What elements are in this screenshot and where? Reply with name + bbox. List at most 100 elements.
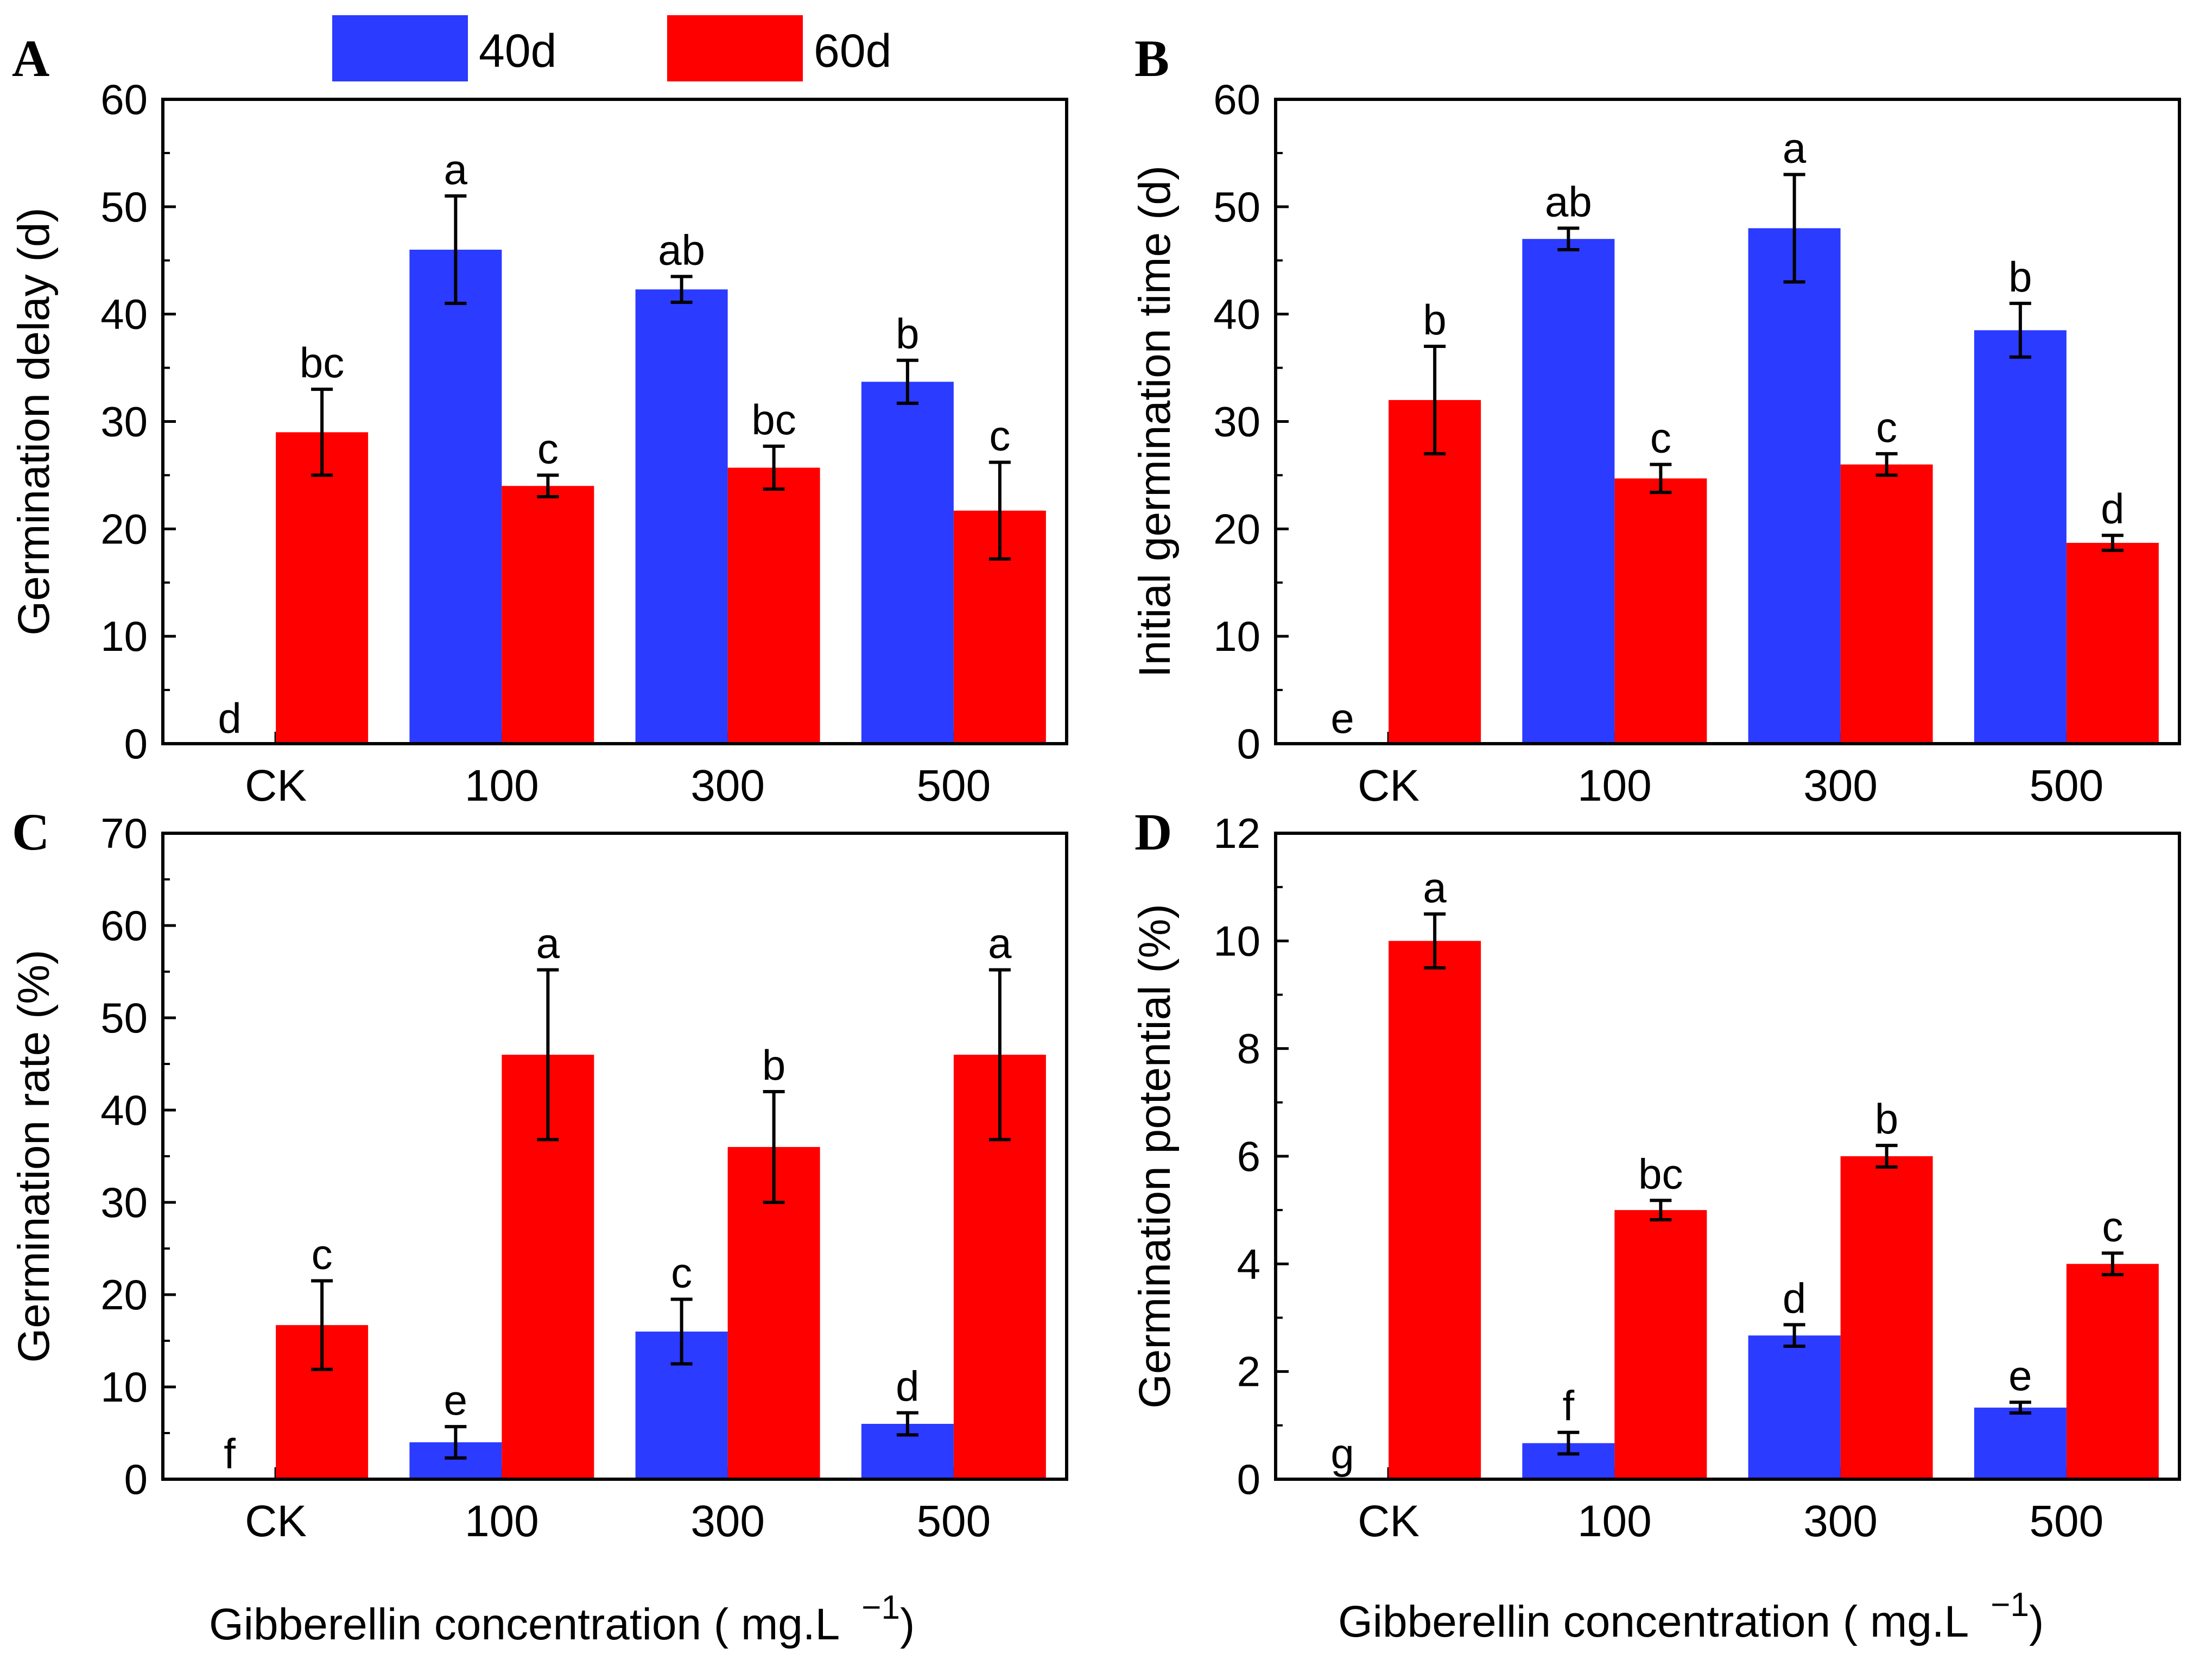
y-tick-label: 20 — [100, 505, 148, 553]
legend-swatch-60d — [667, 15, 803, 81]
y-tick-label: 30 — [100, 398, 148, 446]
y-tick-label: 20 — [100, 1271, 148, 1319]
bar-40d-300 — [1748, 228, 1841, 744]
significance-label: a — [1423, 864, 1447, 911]
significance-label: b — [1875, 1095, 1898, 1143]
x-tick-label: 300 — [1803, 761, 1878, 810]
significance-label: g — [1330, 1430, 1354, 1478]
significance-label: d — [1783, 1274, 1806, 1322]
significance-label: c — [312, 1231, 333, 1278]
y-tick-label: 30 — [1213, 398, 1260, 446]
y-tick-label: 50 — [100, 994, 148, 1042]
y-tick-label: 0 — [1237, 1455, 1260, 1503]
x-tick-label: 300 — [690, 761, 765, 810]
panel-c: C 0 10 20 30 40 50 60 70 Germination rate (%) CKf c… — [9, 803, 1068, 1546]
legend-label-40d: 40d — [479, 25, 557, 77]
x-tick-label: 100 — [465, 761, 539, 810]
x-axis-title: Gibberellin concentration ( mg.L −1) — [209, 1589, 915, 1649]
y-axis-title: Germination delay (d) — [9, 207, 59, 635]
legend: 40d 60d — [332, 15, 892, 81]
bar-40d-100 — [1522, 239, 1615, 744]
bar-40d-500 — [1974, 330, 2067, 744]
plot-frame — [161, 832, 1068, 1481]
y-tick-label: 60 — [100, 75, 148, 123]
x-axis-title-superscript: −1 — [1991, 1586, 2029, 1624]
x-axis-title-text: Gibberellin concentration ( mg.L — [209, 1600, 840, 1649]
plot-frame — [1274, 98, 2181, 745]
plot-frame — [1274, 832, 2181, 1481]
x-tick-label: 100 — [1577, 761, 1652, 810]
y-tick-label: 40 — [1213, 290, 1260, 338]
x-tick-label: 300 — [1803, 1497, 1878, 1546]
y-tick-label: 0 — [124, 720, 148, 768]
x-tick-label: 500 — [2029, 761, 2103, 810]
significance-label: ab — [658, 226, 705, 274]
y-tick-label: 4 — [1237, 1240, 1260, 1288]
x-tick-label: 500 — [916, 761, 991, 810]
significance-label: c — [1650, 414, 1671, 462]
y-axis-title: Germination rate (%) — [9, 949, 59, 1363]
bar-40d-300 — [635, 289, 728, 744]
y-tick-label: 0 — [124, 1455, 148, 1503]
panel-letter: B — [1134, 29, 1169, 87]
significance-label: c — [537, 424, 559, 472]
bar-40d-100 — [409, 249, 502, 744]
significance-label: c — [671, 1249, 692, 1297]
y-axis-title: Initial germination time (d) — [1130, 166, 1180, 677]
significance-label: d — [2101, 485, 2124, 533]
significance-label: a — [444, 145, 468, 193]
significance-label: d — [218, 694, 241, 742]
significance-label: c — [989, 412, 1010, 460]
significance-label: a — [1783, 124, 1807, 172]
significance-label: f — [1563, 1382, 1575, 1430]
y-tick-label: 60 — [1213, 75, 1260, 123]
bar-60d-CK — [1389, 941, 1481, 1479]
bar-60d-300 — [727, 467, 820, 744]
x-tick-label: 100 — [465, 1497, 539, 1546]
bar-40d-500 — [861, 382, 954, 744]
y-tick-label: 40 — [100, 290, 148, 338]
significance-label: a — [988, 920, 1012, 967]
y-tick-label: 0 — [1237, 720, 1260, 768]
significance-label: ab — [1545, 178, 1592, 225]
y-tick-label: 40 — [100, 1086, 148, 1134]
legend-label-60d: 60d — [814, 25, 892, 77]
y-tick-label: 50 — [100, 183, 148, 231]
y-tick-label: 12 — [1213, 809, 1260, 857]
x-tick-label: 100 — [1577, 1497, 1652, 1546]
significance-label: b — [896, 310, 919, 358]
x-tick-label: CK — [1358, 761, 1419, 810]
legend-swatch-40d — [332, 15, 468, 81]
bar-60d-500 — [2066, 1264, 2159, 1479]
bar-60d-CK — [276, 432, 369, 744]
bar-40d-300 — [1748, 1335, 1841, 1479]
bar-60d-100 — [502, 486, 594, 744]
bar-40d-500 — [1974, 1408, 2067, 1479]
x-axis-title-close: ) — [2029, 1597, 2044, 1646]
bar-60d-300 — [1840, 464, 1933, 744]
x-tick-label: 300 — [690, 1497, 765, 1546]
bar-60d-300 — [1840, 1156, 1933, 1479]
y-tick-label: 2 — [1237, 1348, 1260, 1396]
y-tick-label: 60 — [100, 902, 148, 949]
x-axis-title-text: Gibberellin concentration ( mg.L — [1338, 1597, 1969, 1646]
significance-label: c — [1876, 403, 1897, 451]
x-tick-label: 500 — [916, 1497, 991, 1546]
significance-label: d — [896, 1363, 919, 1410]
y-tick-label: 10 — [1213, 612, 1260, 660]
y-tick-label: 10 — [100, 612, 148, 660]
y-tick-label: 70 — [100, 809, 148, 857]
bar-60d-100 — [1614, 478, 1707, 744]
panel-letter: D — [1134, 803, 1172, 861]
x-axis-title-close: ) — [900, 1600, 915, 1649]
y-tick-label: 30 — [100, 1178, 148, 1226]
y-axis-title: Germination potential (%) — [1130, 904, 1180, 1409]
y-tick-label: 50 — [1213, 183, 1260, 231]
y-tick-label: 10 — [100, 1363, 148, 1411]
panel-letter: A — [12, 29, 49, 87]
significance-label: e — [444, 1376, 467, 1424]
significance-label: f — [224, 1430, 236, 1478]
x-tick-label: CK — [245, 761, 307, 810]
